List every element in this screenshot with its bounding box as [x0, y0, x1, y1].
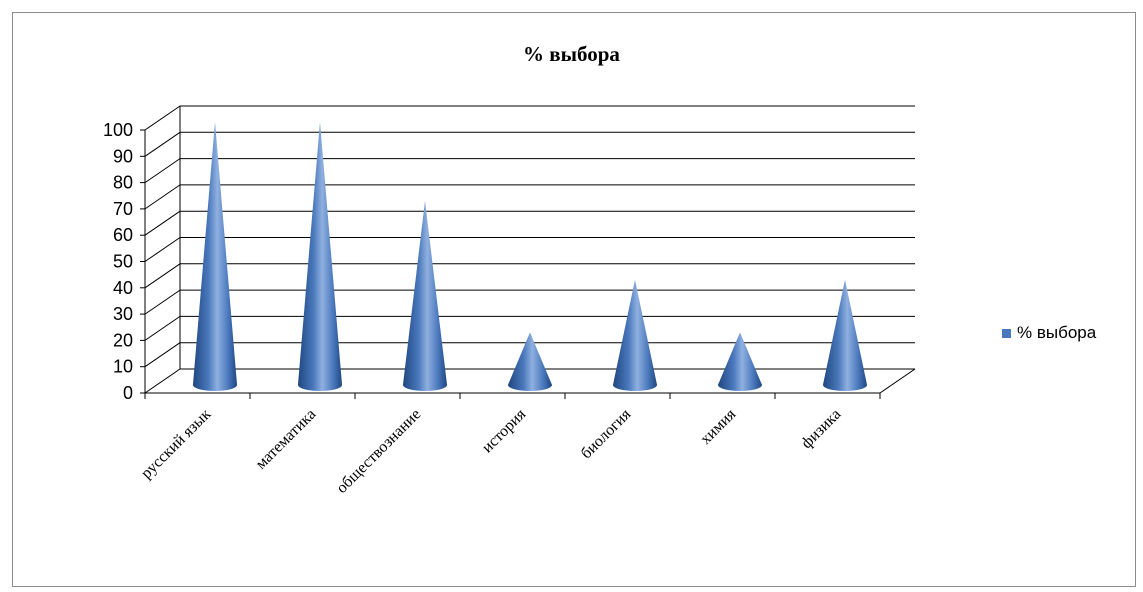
gridline-side [144, 342, 181, 368]
chart-title: % выбора [523, 42, 620, 66]
gridline-side [144, 184, 181, 210]
gridline-side [144, 315, 181, 341]
y-tick-label: 60 [113, 225, 133, 245]
gridline-side [144, 263, 181, 289]
y-tick-label: 100 [103, 120, 133, 140]
x-tick-label: русский язык [138, 406, 215, 483]
y-tick-label: 40 [113, 278, 133, 298]
chart-legend: % выбора [1002, 323, 1096, 343]
y-tick-label: 10 [113, 357, 133, 377]
cone-0 [192, 122, 238, 391]
y-tick-label: 30 [113, 304, 133, 324]
cone-2 [402, 200, 448, 391]
y-tick-label: 70 [113, 199, 133, 219]
gridline-side [144, 289, 181, 315]
gridline-side [144, 105, 181, 131]
gridline-side [144, 368, 181, 394]
x-tick-label: биология [578, 405, 635, 462]
x-tick-label: физика [798, 406, 844, 452]
gridline-side [144, 237, 181, 262]
y-tick-label: 90 [113, 146, 133, 166]
y-tick-label: 0 [123, 383, 133, 403]
legend-label: % выбора [1017, 323, 1097, 342]
y-tick-label: 50 [113, 252, 133, 272]
cone-3 [507, 332, 553, 392]
chart-frame [12, 12, 1136, 587]
cone-6 [822, 279, 868, 391]
x-tick-label: обществознание [333, 406, 424, 497]
x-tick-label: история [479, 405, 530, 456]
floor-edge-right [879, 368, 916, 394]
y-tick-label: 80 [113, 173, 133, 193]
y-tick-label: 20 [113, 330, 133, 350]
gridline-side [144, 131, 181, 157]
gridline-side [144, 158, 181, 184]
x-tick-label: химия [697, 405, 740, 448]
x-tick-label: математика [252, 406, 319, 473]
gridline-side [144, 210, 181, 236]
cone-1 [297, 122, 343, 391]
cone-5 [717, 332, 763, 392]
legend-swatch [1002, 328, 1011, 338]
cone-4 [612, 279, 658, 392]
